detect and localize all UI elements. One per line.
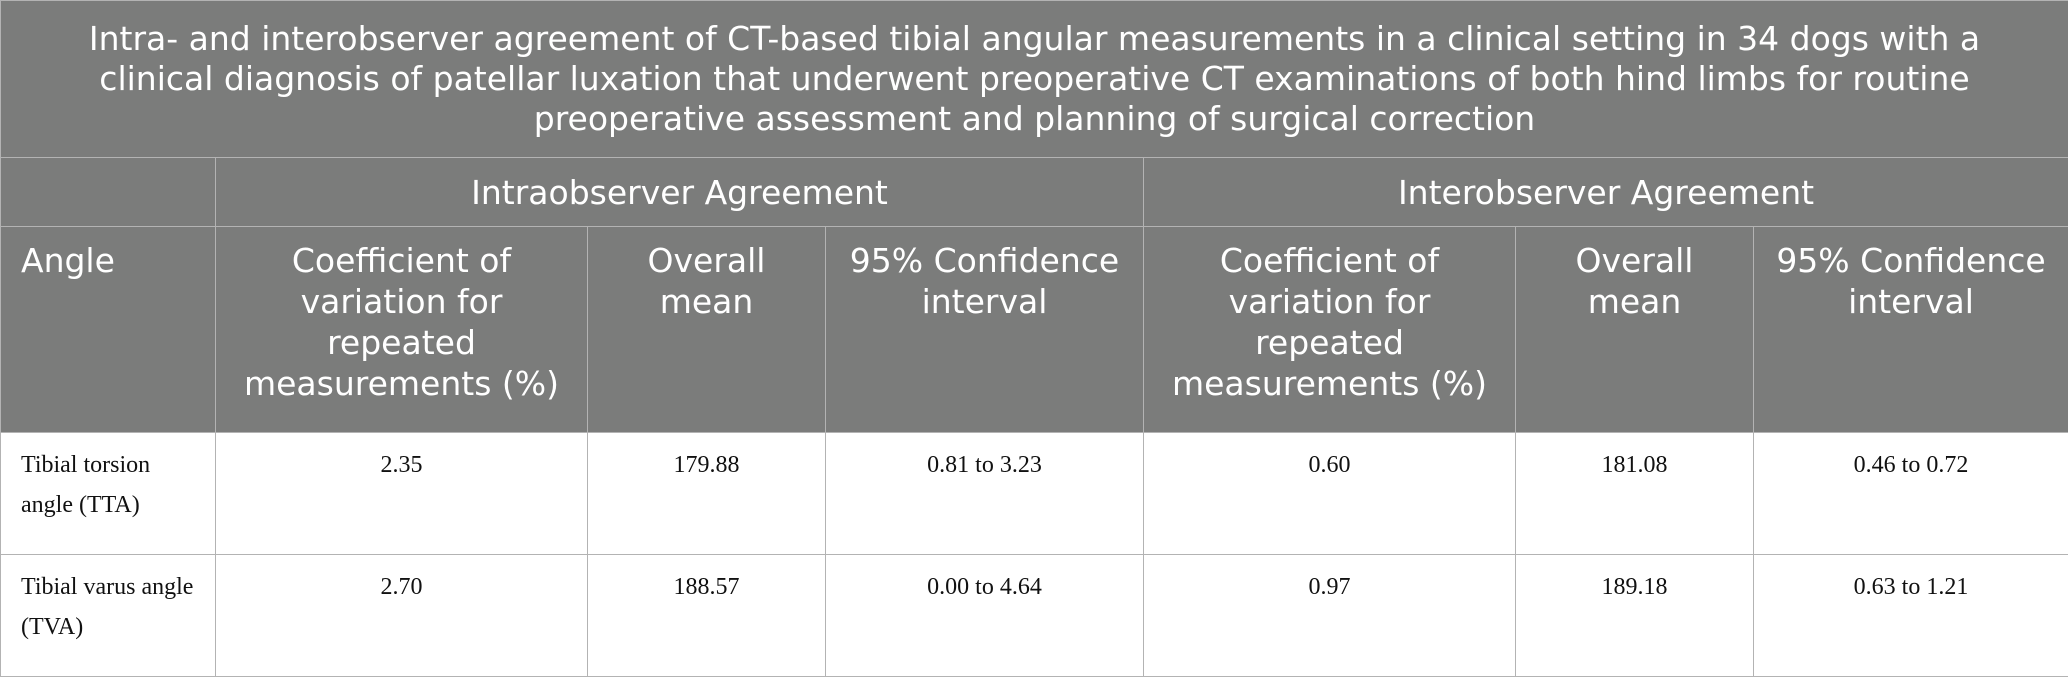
cell-angle: Tibial torsion angle (TTA) [1,433,216,555]
cell-intra-cv: 2.70 [216,555,588,677]
cell-intra-ci: 0.00 to 4.64 [826,555,1144,677]
group-header-interobserver: Interobserver Agreement [1144,158,2068,227]
table-caption: Intra- and interobserver agreement of CT… [1,1,2068,158]
cell-angle: Tibial varus angle (TVA) [1,555,216,677]
column-header-intra-cv: Coefficient of variation for repeated me… [216,227,588,433]
group-header-blank [1,158,216,227]
column-header-intra-mean: Overall mean [588,227,826,433]
column-header-angle: Angle [1,227,216,433]
cell-inter-mean: 181.08 [1516,433,1754,555]
group-header-intraobserver: Intraobserver Agreement [216,158,1144,227]
cell-inter-ci: 0.63 to 1.21 [1754,555,2068,677]
table-row: Tibial torsion angle (TTA) 2.35 179.88 0… [1,433,2068,555]
cell-inter-cv: 0.60 [1144,433,1516,555]
cell-inter-cv: 0.97 [1144,555,1516,677]
column-header-inter-cv: Coefficient of variation for repeated me… [1144,227,1516,433]
cell-intra-mean: 179.88 [588,433,826,555]
column-header-inter-mean: Overall mean [1516,227,1754,433]
cell-intra-mean: 188.57 [588,555,826,677]
cell-intra-ci: 0.81 to 3.23 [826,433,1144,555]
cell-inter-mean: 189.18 [1516,555,1754,677]
cell-intra-cv: 2.35 [216,433,588,555]
cell-inter-ci: 0.46 to 0.72 [1754,433,2068,555]
column-header-intra-ci: 95% Confidence interval [826,227,1144,433]
column-header-inter-ci: 95% Confidence interval [1754,227,2068,433]
table-row: Tibial varus angle (TVA) 2.70 188.57 0.0… [1,555,2068,677]
